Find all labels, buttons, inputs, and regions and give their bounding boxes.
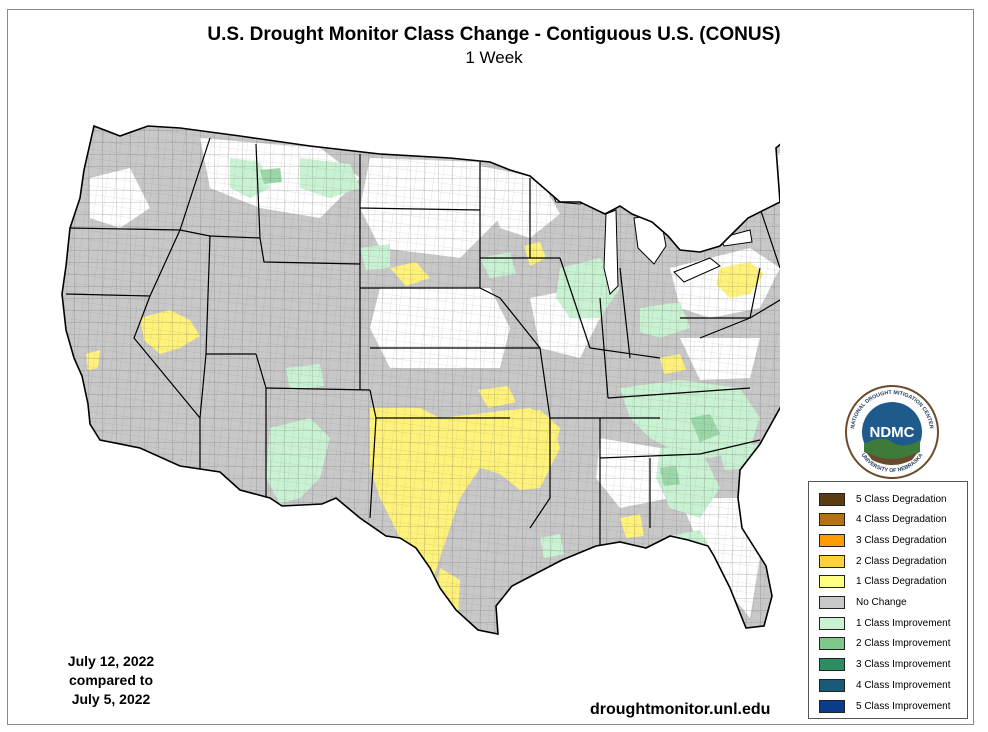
legend-swatch — [819, 575, 845, 589]
legend-label: 2 Class Improvement — [856, 638, 951, 650]
legend-label: 5 Class Improvement — [856, 700, 951, 712]
legend-item: 1 Class Improvement — [819, 615, 950, 631]
ndmc-logo: NDMC NATIONAL DROUGHT MITIGATION CENTER … — [845, 385, 939, 479]
legend: 5 Class Degradation 4 Class Degradation 3 … — [808, 481, 968, 719]
date-comparison: July 12, 2022 compared to July 5, 2022 — [46, 652, 176, 709]
source-url: droughtmonitor.unl.edu — [590, 701, 771, 718]
map-title: U.S. Drought Monitor Class Change - Cont… — [207, 24, 781, 45]
legend-label: 3 Class Degradation — [856, 534, 947, 546]
legend-label: 1 Class Degradation — [856, 576, 947, 588]
legend-label: 2 Class Degradation — [856, 555, 947, 567]
map-subtitle: 1 Week — [465, 48, 523, 67]
legend-swatch — [819, 554, 845, 568]
legend-swatch — [819, 596, 845, 609]
legend-label: 5 Class Degradation — [856, 493, 947, 505]
legend-item: 5 Class Improvement — [819, 698, 950, 714]
legend-item: 2 Class Improvement — [819, 636, 950, 652]
legend-swatch — [819, 637, 845, 651]
legend-label: 4 Class Degradation — [856, 514, 947, 526]
legend-swatch — [819, 678, 845, 692]
date-previous: July 5, 2022 — [71, 691, 151, 707]
legend-swatch — [819, 658, 845, 672]
legend-item: 5 Class Degradation — [819, 491, 947, 507]
logo-center-text: NDMC — [870, 424, 915, 441]
legend-label: 3 Class Improvement — [856, 659, 951, 671]
legend-item: 4 Class Improvement — [819, 677, 950, 693]
legend-item: 2 Class Degradation — [819, 553, 947, 569]
legend-swatch — [819, 492, 845, 506]
legend-item: 3 Class Degradation — [819, 532, 947, 548]
legend-swatch — [819, 616, 845, 630]
state-boundaries — [65, 137, 780, 558]
conus-outline — [61, 124, 780, 635]
date-current: July 12, 2022 — [67, 653, 155, 669]
conus-map — [61, 124, 780, 635]
legend-label: 4 Class Improvement — [856, 679, 951, 691]
date-compared-to: compared to — [68, 672, 153, 688]
legend-label: No Change — [856, 597, 907, 608]
legend-swatch — [819, 533, 845, 547]
logo-soil-icon — [866, 452, 918, 465]
legend-item: 1 Class Degradation — [819, 574, 947, 590]
legend-swatch — [819, 513, 845, 527]
legend-label: 1 Class Improvement — [856, 617, 951, 629]
legend-item: No Change — [819, 595, 907, 611]
logo-land-icon — [864, 438, 920, 460]
county-lines-irregular — [62, 126, 780, 634]
legend-item: 3 Class Improvement — [819, 657, 950, 673]
legend-swatch — [819, 699, 845, 713]
legend-item: 4 Class Degradation — [819, 512, 947, 528]
